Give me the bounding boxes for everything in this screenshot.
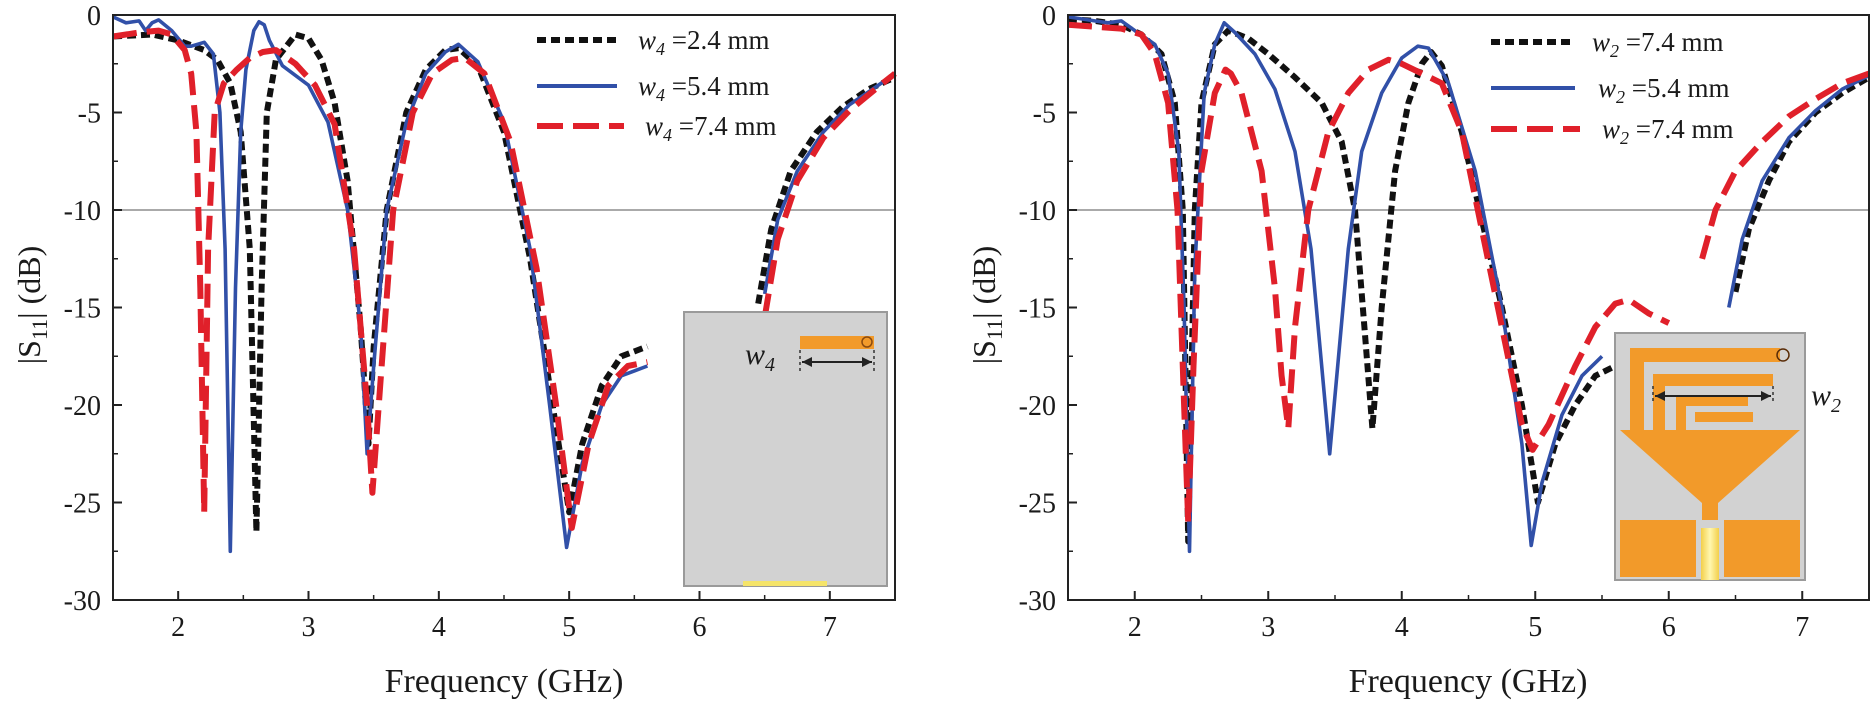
x-tick-label: 3 [1261,612,1275,643]
y-tick-label: -30 [64,586,101,617]
legend-label-w2-7.4-black: w2 =7.4 mm [1592,27,1724,61]
left-antenna-inset: w4 [683,311,888,587]
y-tick-label: -15 [64,294,101,325]
x-tick-label: 2 [1128,612,1142,643]
series-line-0 [1067,15,1617,545]
series-line-1 [1067,15,1604,554]
y-tick-label: -10 [1019,196,1056,227]
x-tick-label: 4 [1395,612,1409,643]
y-tick-label: -25 [1019,489,1056,520]
y-tick-label: -10 [64,196,101,227]
legend-label-w4-7.4: w4 =7.4 mm [645,111,777,145]
inset-arrow-head-right [1761,391,1771,401]
right-y-axis-label: |S11| (dB) [966,246,1007,364]
x-tick-label: 5 [1528,612,1542,643]
series-line-3 [755,74,897,305]
inset-meander-patch [1620,348,1800,577]
right-antenna-inset: w2 [1614,332,1841,581]
x-tick-label: 7 [823,612,837,643]
y-tick-label: 0 [1042,1,1056,32]
y-tick-label: -15 [1019,294,1056,325]
legend-label-w2-5.4: w2 =5.4 mm [1598,73,1730,107]
right-series [1067,15,1871,554]
inset-patch-strip [800,336,874,349]
y-tick-label: -20 [1019,391,1056,422]
series-line-2 [112,27,648,531]
x-tick-label: 5 [562,612,576,643]
right-x-axis-label: Frequency (GHz) [1349,663,1588,700]
y-tick-label: -30 [1019,586,1056,617]
y-tick-label: -20 [64,391,101,422]
inset-dimension-label: w4 [745,338,775,376]
series-line-4 [1727,73,1870,308]
y-tick-label: -5 [78,99,101,130]
series-line-5 [761,71,897,318]
y-tick-label: -5 [1033,99,1056,130]
inset-via-circle [861,336,873,348]
right-legend: w2 =7.4 mm w2 =5.4 mm w2 =7.4 mm [1491,27,1734,148]
inset-feed-line [743,581,827,586]
inset-feed-line [1701,528,1719,580]
inset-arrow-head-right [862,357,872,367]
y-tick-label: -25 [64,489,101,520]
series-line-4 [762,72,897,295]
legend-label-w2-7.4-red: w2 =7.4 mm [1602,114,1734,148]
x-tick-label: 7 [1795,612,1809,643]
left-chart-panel: w4 =2.4 mm w4 =5.4 mm w4 =7.4 mm w4 2 3 4 5… [11,1,897,700]
inset-substrate [683,311,888,587]
x-tick-label: 2 [171,612,185,643]
x-tick-label: 6 [693,612,707,643]
x-tick-label: 3 [302,612,316,643]
series-line-3 [1732,74,1871,293]
x-tick-label: 6 [1662,612,1676,643]
legend-label-w4-2.4: w4 =2.4 mm [638,25,770,59]
series-line-2 [1067,21,1671,525]
inset-arrow-head-left [1655,391,1665,401]
inset-arrow-head-left [802,357,812,367]
left-legend: w4 =2.4 mm w4 =5.4 mm w4 =7.4 mm [537,25,777,145]
inset-dimension-label: w2 [1811,379,1841,417]
left-x-axis-label: Frequency (GHz) [385,663,624,700]
series-line-5 [1699,70,1871,260]
left-y-axis-label: |S11| (dB) [11,246,52,364]
y-tick-label: 0 [87,1,101,32]
right-axes: 2 3 4 5 6 7 0 -5 -10 -15 -20 -25 -30 [1019,1,1870,643]
left-axes: 2 3 4 5 6 7 0 -5 -10 -15 -20 -25 -30 [64,1,896,643]
legend-label-w4-5.4: w4 =5.4 mm [638,71,770,105]
inset-via-circle [1776,348,1790,362]
right-chart-panel: w2 =7.4 mm w2 =5.4 mm w2 =7.4 mm [966,1,1871,700]
left-series [112,15,897,554]
x-tick-label: 4 [432,612,446,643]
